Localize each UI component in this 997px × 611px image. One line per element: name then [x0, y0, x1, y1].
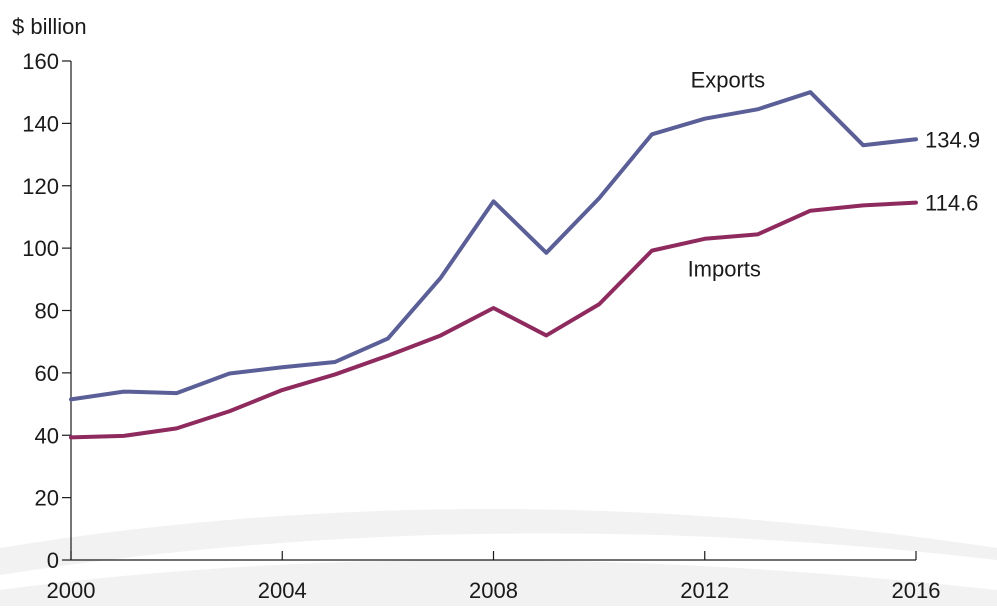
y-tick-label: 120 — [22, 174, 59, 199]
y-unit-label: $ billion — [12, 14, 87, 39]
y-tick-label: 160 — [22, 49, 59, 74]
y-tick-label: 100 — [22, 236, 59, 261]
x-tick-label: 2004 — [258, 578, 307, 603]
x-axis-ticks: 2000 2004 2008 2012 2016 — [47, 551, 941, 603]
y-tick-label: 60 — [35, 361, 59, 386]
series-line-imports — [69, 200, 918, 440]
series-name-label: Exports — [691, 67, 766, 92]
y-tick-label: 20 — [35, 486, 59, 511]
y-tick-label: 80 — [35, 299, 59, 324]
background-swoosh — [0, 509, 997, 606]
y-axis-ticks: 0 20 40 60 80 100 120 140 160 — [22, 49, 71, 573]
series-end-value-label: 114.6 — [925, 191, 978, 216]
series-end-value-label: 134.9 — [925, 127, 980, 152]
y-tick-label: 0 — [47, 548, 59, 573]
y-tick-label: 140 — [22, 111, 59, 136]
x-tick-label: 2016 — [892, 578, 941, 603]
y-tick-label: 40 — [35, 423, 59, 448]
x-tick-label: 2008 — [469, 578, 518, 603]
x-tick-label: 2012 — [680, 578, 729, 603]
series-line-exports — [69, 90, 918, 402]
series-name-label: Imports — [688, 256, 761, 281]
x-tick-label: 2000 — [47, 578, 96, 603]
series-group: Exports 134.9 Imports 114.6 — [69, 67, 980, 440]
